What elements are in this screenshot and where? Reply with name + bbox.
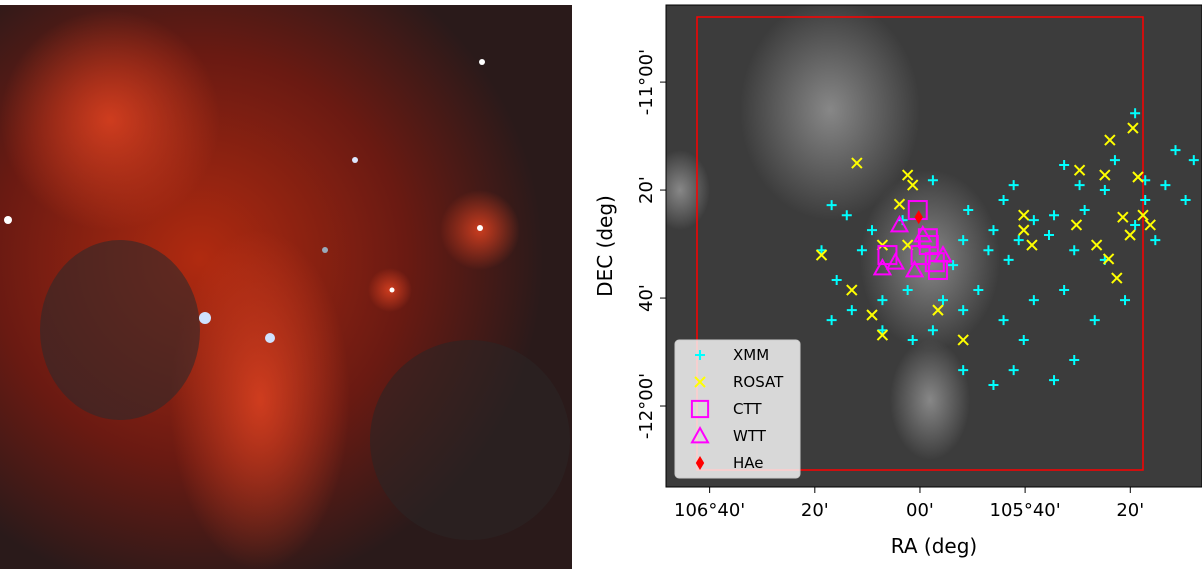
legend-label: HAe — [733, 454, 764, 472]
x-tick-label: 20' — [1116, 500, 1144, 521]
nebula-image — [0, 5, 572, 569]
y-tick-label: 20' — [636, 176, 657, 204]
legend: XMM ROSAT CTT WTT HAe — [675, 340, 800, 478]
y-tick-label: -12°00' — [636, 373, 657, 439]
figure: XMM ROSAT CTT WTT HAe RA (deg) DEC (deg) 106… — [0, 0, 1202, 569]
x-tick-label: 20' — [801, 500, 829, 521]
legend-label: XMM — [733, 346, 769, 364]
y-tick-label: -11°00' — [636, 49, 657, 115]
x-tick-label: 00' — [906, 500, 934, 521]
legend-label: CTT — [733, 400, 762, 418]
x-tick-label: 105°40' — [990, 500, 1061, 521]
legend-label: WTT — [733, 427, 767, 445]
y-tick-label: 40' — [636, 284, 657, 312]
legend-label: ROSAT — [733, 373, 784, 391]
x-axis-label: RA (deg) — [891, 534, 977, 558]
y-axis-label: DEC (deg) — [593, 195, 617, 297]
x-tick-label: 106°40' — [674, 500, 745, 521]
